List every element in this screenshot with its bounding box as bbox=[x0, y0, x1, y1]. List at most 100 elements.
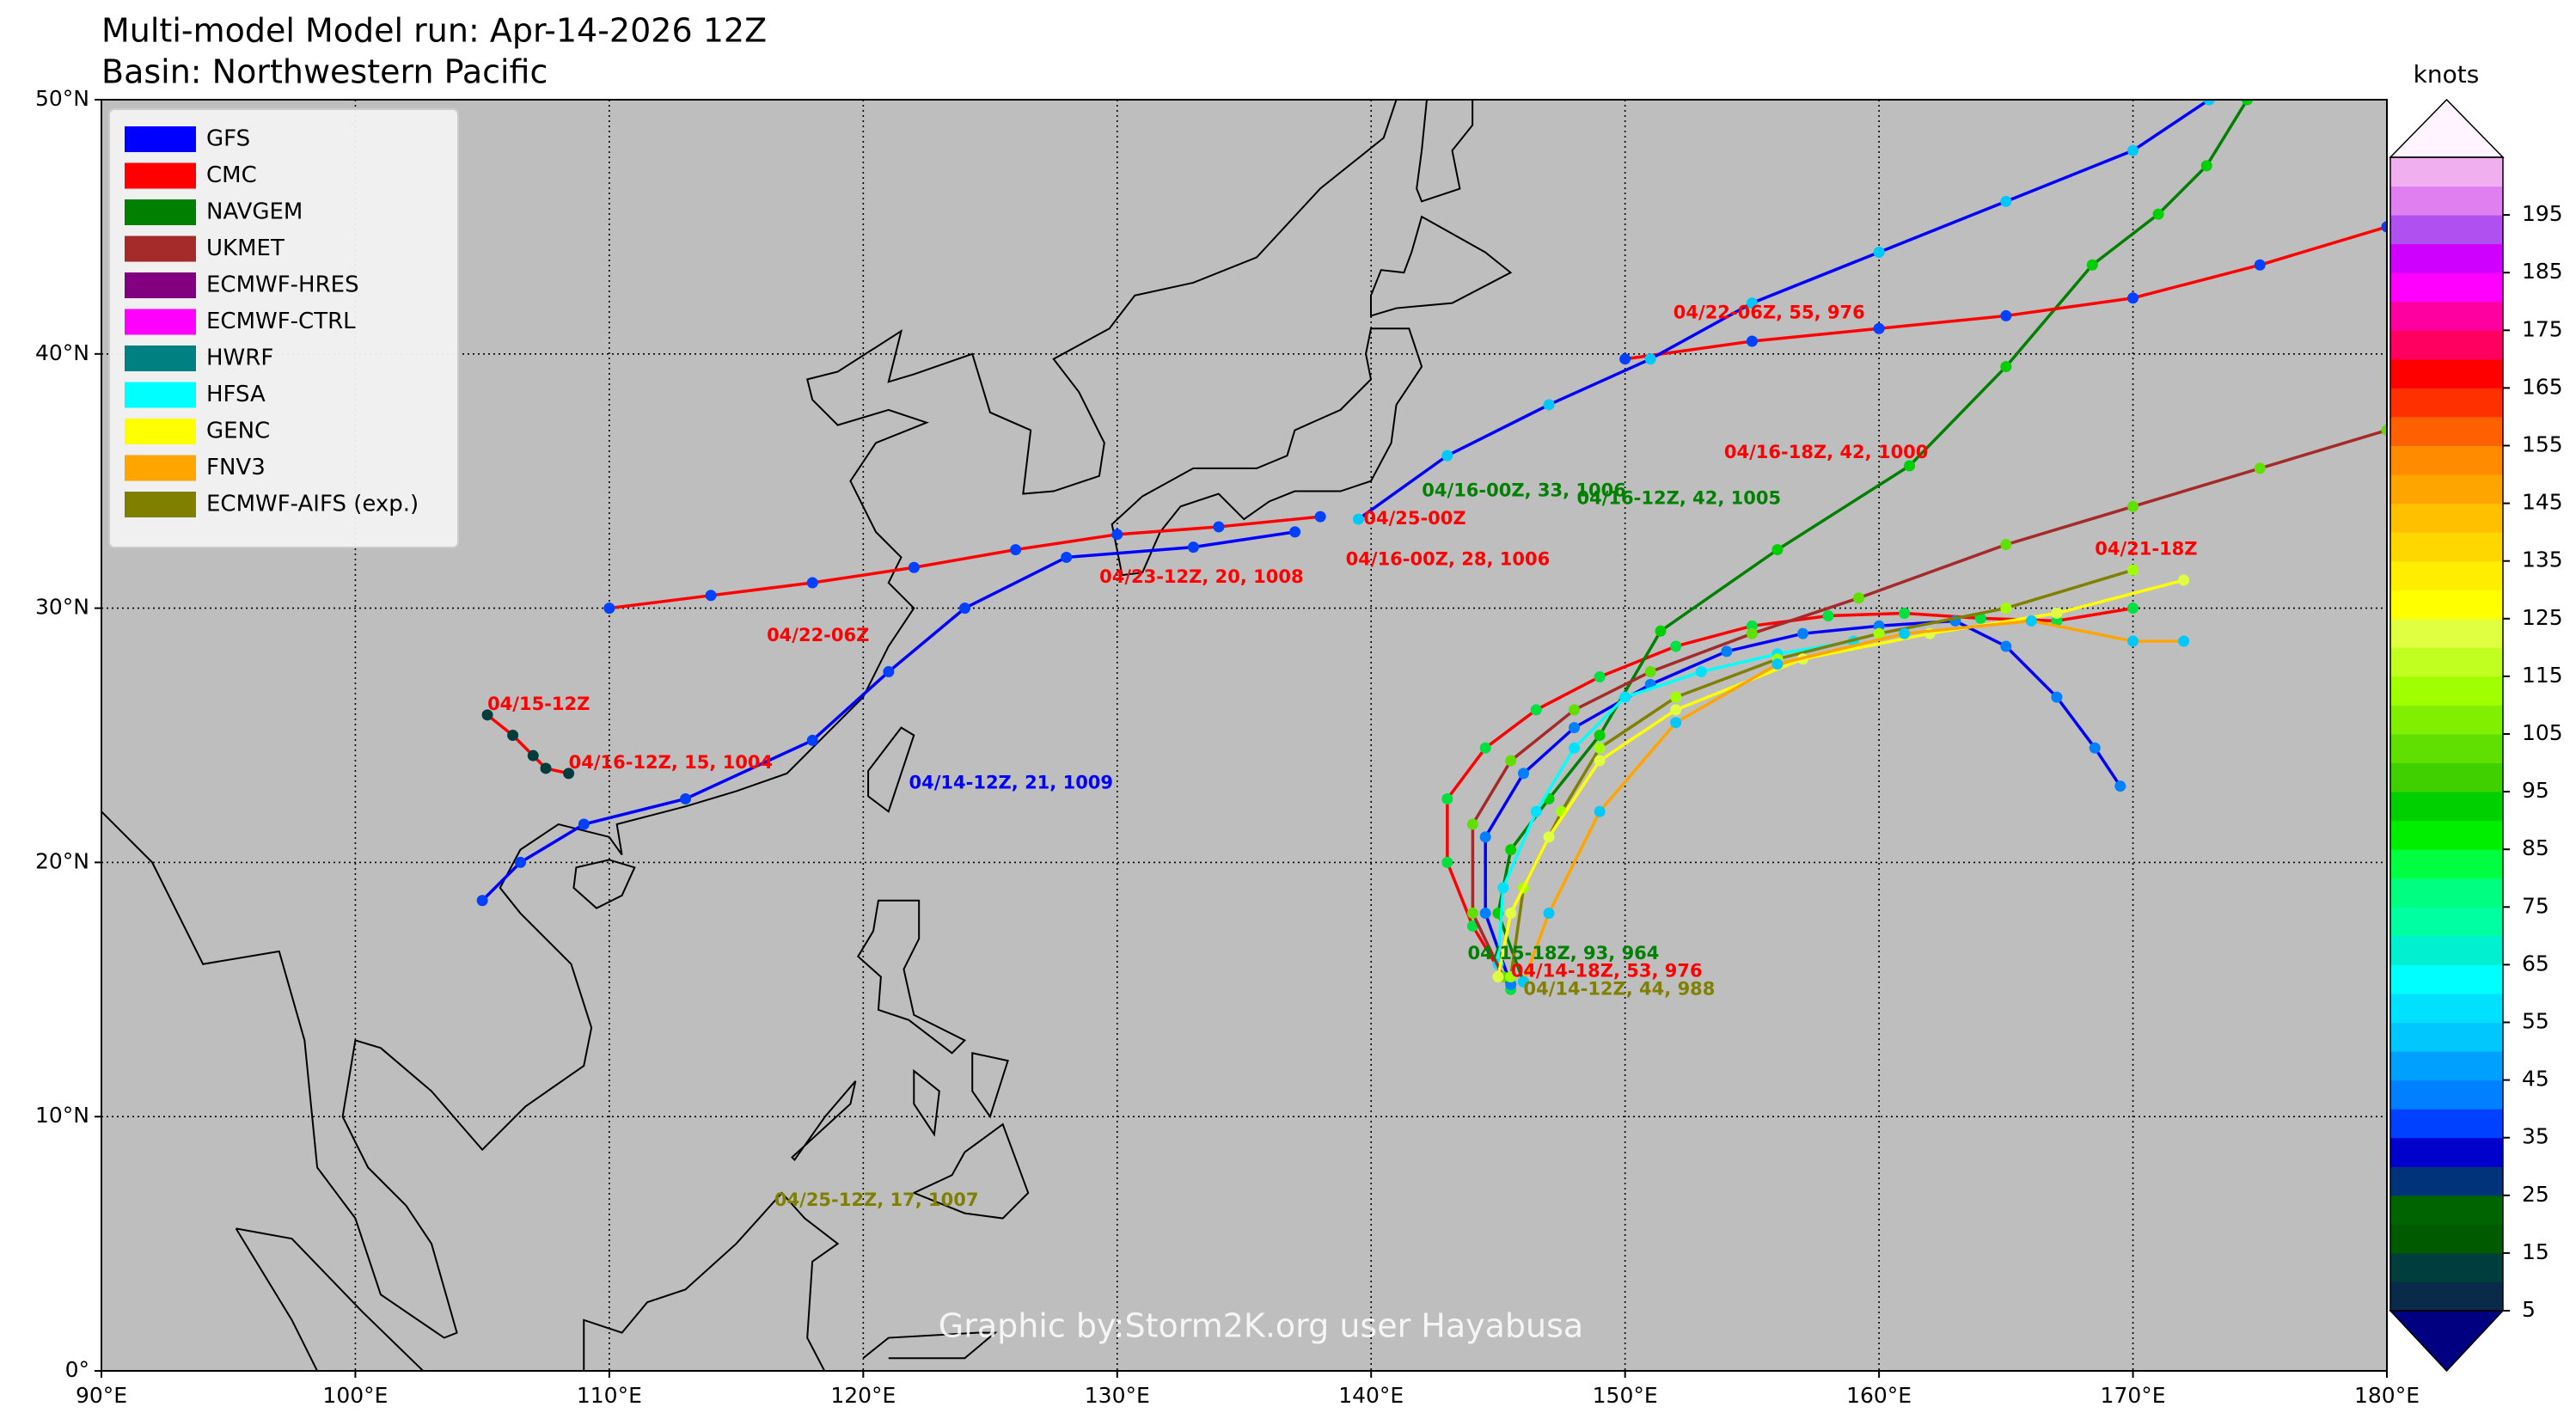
track-annotation: 04/14-18Z, 53, 976 bbox=[1511, 961, 1703, 982]
colorbar-band bbox=[2390, 762, 2503, 792]
y-tick-label: 20°N bbox=[35, 848, 89, 873]
y-tick-label: 10°N bbox=[35, 1103, 89, 1128]
track-point bbox=[1873, 627, 1885, 639]
legend-label: ECMWF-AIFS (exp.) bbox=[206, 492, 419, 517]
track-line bbox=[480, 530, 1295, 902]
colorbar-band bbox=[2390, 1080, 2503, 1110]
track-annotation: 04/14-12Z, 44, 988 bbox=[1523, 978, 1715, 999]
x-tick-label: 160°E bbox=[1846, 1383, 1912, 1408]
colorbar-tick-label: 195 bbox=[2522, 201, 2563, 226]
track-point bbox=[2000, 195, 2012, 207]
colorbar-tick-label: 45 bbox=[2522, 1067, 2549, 1092]
track-point bbox=[1721, 645, 1733, 658]
colorbar-tick-label: 165 bbox=[2522, 374, 2563, 399]
watermark: Graphic by:Storm2K.org user Hayabusa bbox=[939, 1307, 1583, 1345]
track-point bbox=[1695, 666, 1707, 678]
track-point bbox=[1904, 460, 1916, 472]
legend-label: GFS bbox=[206, 126, 250, 152]
legend-swatch bbox=[125, 272, 196, 298]
tracks bbox=[476, 100, 2387, 995]
colorbar-band bbox=[2390, 993, 2503, 1023]
track-point bbox=[680, 792, 692, 804]
colorbar-band bbox=[2390, 907, 2503, 937]
x-tick-label: 100°E bbox=[322, 1383, 388, 1408]
colorbar-band bbox=[2390, 1022, 2503, 1052]
track-point bbox=[2200, 160, 2212, 172]
track-point bbox=[2203, 100, 2215, 106]
track-point bbox=[1569, 722, 1581, 734]
x-tick-label: 150°E bbox=[1593, 1383, 1658, 1408]
track-annotation: 04/15-18Z, 93, 964 bbox=[1467, 943, 1659, 963]
legend-box bbox=[108, 108, 459, 548]
colorbar-band bbox=[2390, 1224, 2503, 1254]
map-frame bbox=[101, 99, 2388, 1372]
track-annotation: 04/25-00Z bbox=[1363, 508, 1465, 529]
track-point bbox=[578, 818, 590, 830]
colorbar-band bbox=[2390, 272, 2503, 303]
colorbar-band bbox=[2390, 243, 2503, 273]
track-point bbox=[2086, 259, 2098, 271]
track-point bbox=[2000, 361, 2012, 373]
colorbar: knots 5 15 25 35 45 55 65 75 85 95 105 115 125 135 145… bbox=[2389, 60, 2563, 1373]
colorbar-band bbox=[2390, 1166, 2503, 1196]
colorbar-band bbox=[2390, 590, 2503, 620]
coastlines bbox=[101, 100, 1510, 1397]
track-point bbox=[2025, 615, 2037, 627]
track-point bbox=[1619, 691, 1631, 703]
track-point bbox=[2000, 602, 2012, 615]
track-annotation: 04/16-12Z, 15, 1004 bbox=[569, 752, 774, 773]
track-point bbox=[2000, 309, 2012, 321]
colorbar-band bbox=[2390, 705, 2503, 735]
colorbar-tick-label: 135 bbox=[2522, 547, 2563, 572]
colorbar-band bbox=[2390, 330, 2503, 360]
track-point bbox=[1517, 768, 1529, 780]
track-point bbox=[481, 709, 493, 721]
track-point bbox=[1746, 627, 1758, 639]
track-point bbox=[806, 734, 818, 746]
y-tick-label: 40°N bbox=[35, 340, 89, 365]
track-point bbox=[1899, 627, 1911, 639]
track-point bbox=[1670, 691, 1682, 703]
x-tick-label: 110°E bbox=[577, 1383, 642, 1408]
track-point bbox=[1314, 511, 1326, 523]
colorbar-tick-label: 35 bbox=[2522, 1124, 2549, 1149]
track-point bbox=[1771, 544, 1784, 556]
x-tick-label: 130°E bbox=[1085, 1383, 1150, 1408]
colorbar-band bbox=[2390, 647, 2503, 677]
track-point bbox=[705, 590, 717, 602]
track-point bbox=[2089, 742, 2101, 754]
legend-label: NAVGEM bbox=[206, 199, 303, 225]
track-point bbox=[2254, 462, 2266, 474]
track-line bbox=[1496, 639, 1854, 964]
track-annotation: 04/16-00Z, 28, 1006 bbox=[1346, 548, 1551, 569]
x-tick-label: 120°E bbox=[830, 1383, 896, 1408]
legend-swatch bbox=[125, 419, 196, 444]
track-point bbox=[1505, 908, 1517, 920]
colorbar-band bbox=[2390, 416, 2503, 446]
track-annotation: 04/22-06Z, 55, 976 bbox=[1673, 302, 1865, 322]
colorbar-band bbox=[2390, 445, 2503, 475]
colorbar-band bbox=[2390, 560, 2503, 590]
colorbar-band bbox=[2390, 1281, 2503, 1312]
title: Multi-model Model run: Apr-14-2026 12Z bbox=[101, 12, 767, 50]
track-point bbox=[1655, 625, 1667, 637]
track-point bbox=[2127, 292, 2139, 304]
track-point bbox=[1543, 908, 1555, 920]
track-point bbox=[1543, 399, 1555, 411]
track-point bbox=[1746, 335, 1758, 347]
colorbar-band bbox=[2390, 820, 2503, 850]
colorbar-band bbox=[2390, 1195, 2503, 1225]
colorbar-band bbox=[2390, 618, 2503, 648]
track-point bbox=[1505, 755, 1517, 767]
colorbar-over bbox=[2389, 98, 2505, 158]
track-point bbox=[1505, 844, 1517, 856]
track-point bbox=[2000, 539, 2012, 551]
track-point bbox=[476, 895, 488, 907]
track-point bbox=[959, 602, 971, 615]
legend-label: HWRF bbox=[206, 346, 273, 371]
track-point bbox=[514, 856, 526, 868]
legend-swatch bbox=[125, 346, 196, 371]
colorbar-band bbox=[2390, 734, 2503, 764]
track-point bbox=[908, 561, 920, 573]
